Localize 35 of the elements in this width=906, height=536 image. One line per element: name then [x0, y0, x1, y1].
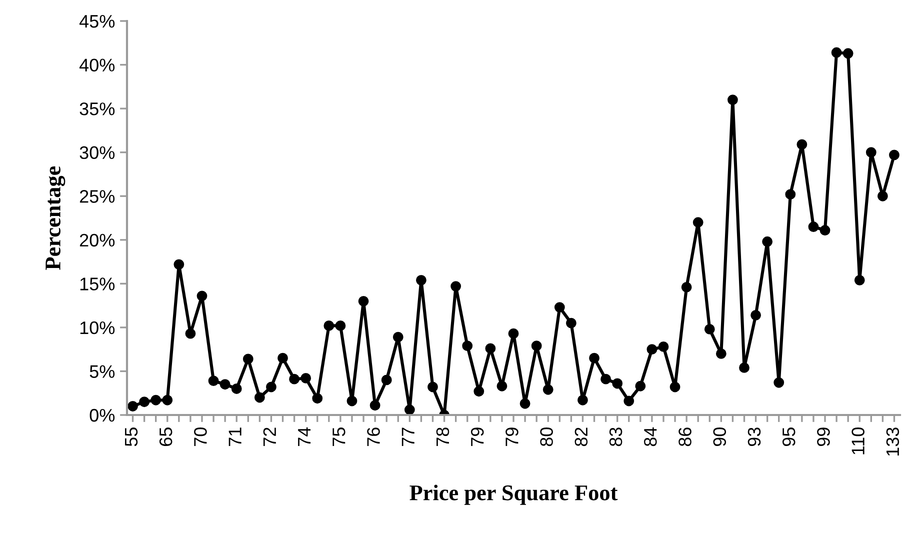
y-tick-label: 45% [79, 15, 115, 28]
x-tick-label: 99 [817, 428, 830, 446]
y-tick-label: 40% [79, 58, 115, 72]
y-axis-title: Percentage [46, 166, 66, 270]
x-tick-label: 65 [159, 428, 172, 446]
x-tick-label: 72 [263, 428, 276, 446]
x-tick-label: 86 [678, 428, 692, 446]
y-tick-label: 10% [80, 321, 115, 334]
y-tick-label: 20% [80, 234, 115, 247]
x-tick-label: 71 [228, 428, 242, 446]
x-axis-title: Price per Square Foot [410, 484, 618, 505]
x-tick-label: 133 [886, 428, 900, 456]
y-tick-label: 5% [90, 365, 115, 378]
x-tick-label: 93 [748, 428, 761, 446]
x-tick-label: 90 [713, 428, 726, 446]
x-tick-label: 82 [574, 428, 588, 446]
y-tick-label: 25% [80, 190, 115, 203]
y-tick-label: 15% [80, 278, 115, 290]
x-tick-label: 77 [402, 428, 414, 446]
x-tick-label: 95 [782, 428, 796, 446]
x-tick-label: 83 [609, 428, 622, 446]
x-tick-label: 74 [298, 427, 310, 446]
x-tick-label: 84 [644, 427, 657, 446]
x-tick-label: 75 [332, 428, 346, 446]
y-tick-label: 30% [80, 146, 115, 160]
x-tick-label: 79 [470, 428, 484, 446]
x-tick-label: 80 [540, 428, 553, 446]
x-tick-label: 70 [194, 428, 207, 446]
x-tick-label: 78 [436, 428, 450, 446]
x-tick-label: 79 [506, 428, 518, 446]
x-tick-label: 110 [852, 428, 864, 454]
y-tick-label: 0% [90, 408, 115, 422]
x-tick-label: 55 [125, 428, 138, 446]
x-tick-label: 76 [367, 428, 380, 446]
y-tick-label: 35% [80, 102, 115, 116]
